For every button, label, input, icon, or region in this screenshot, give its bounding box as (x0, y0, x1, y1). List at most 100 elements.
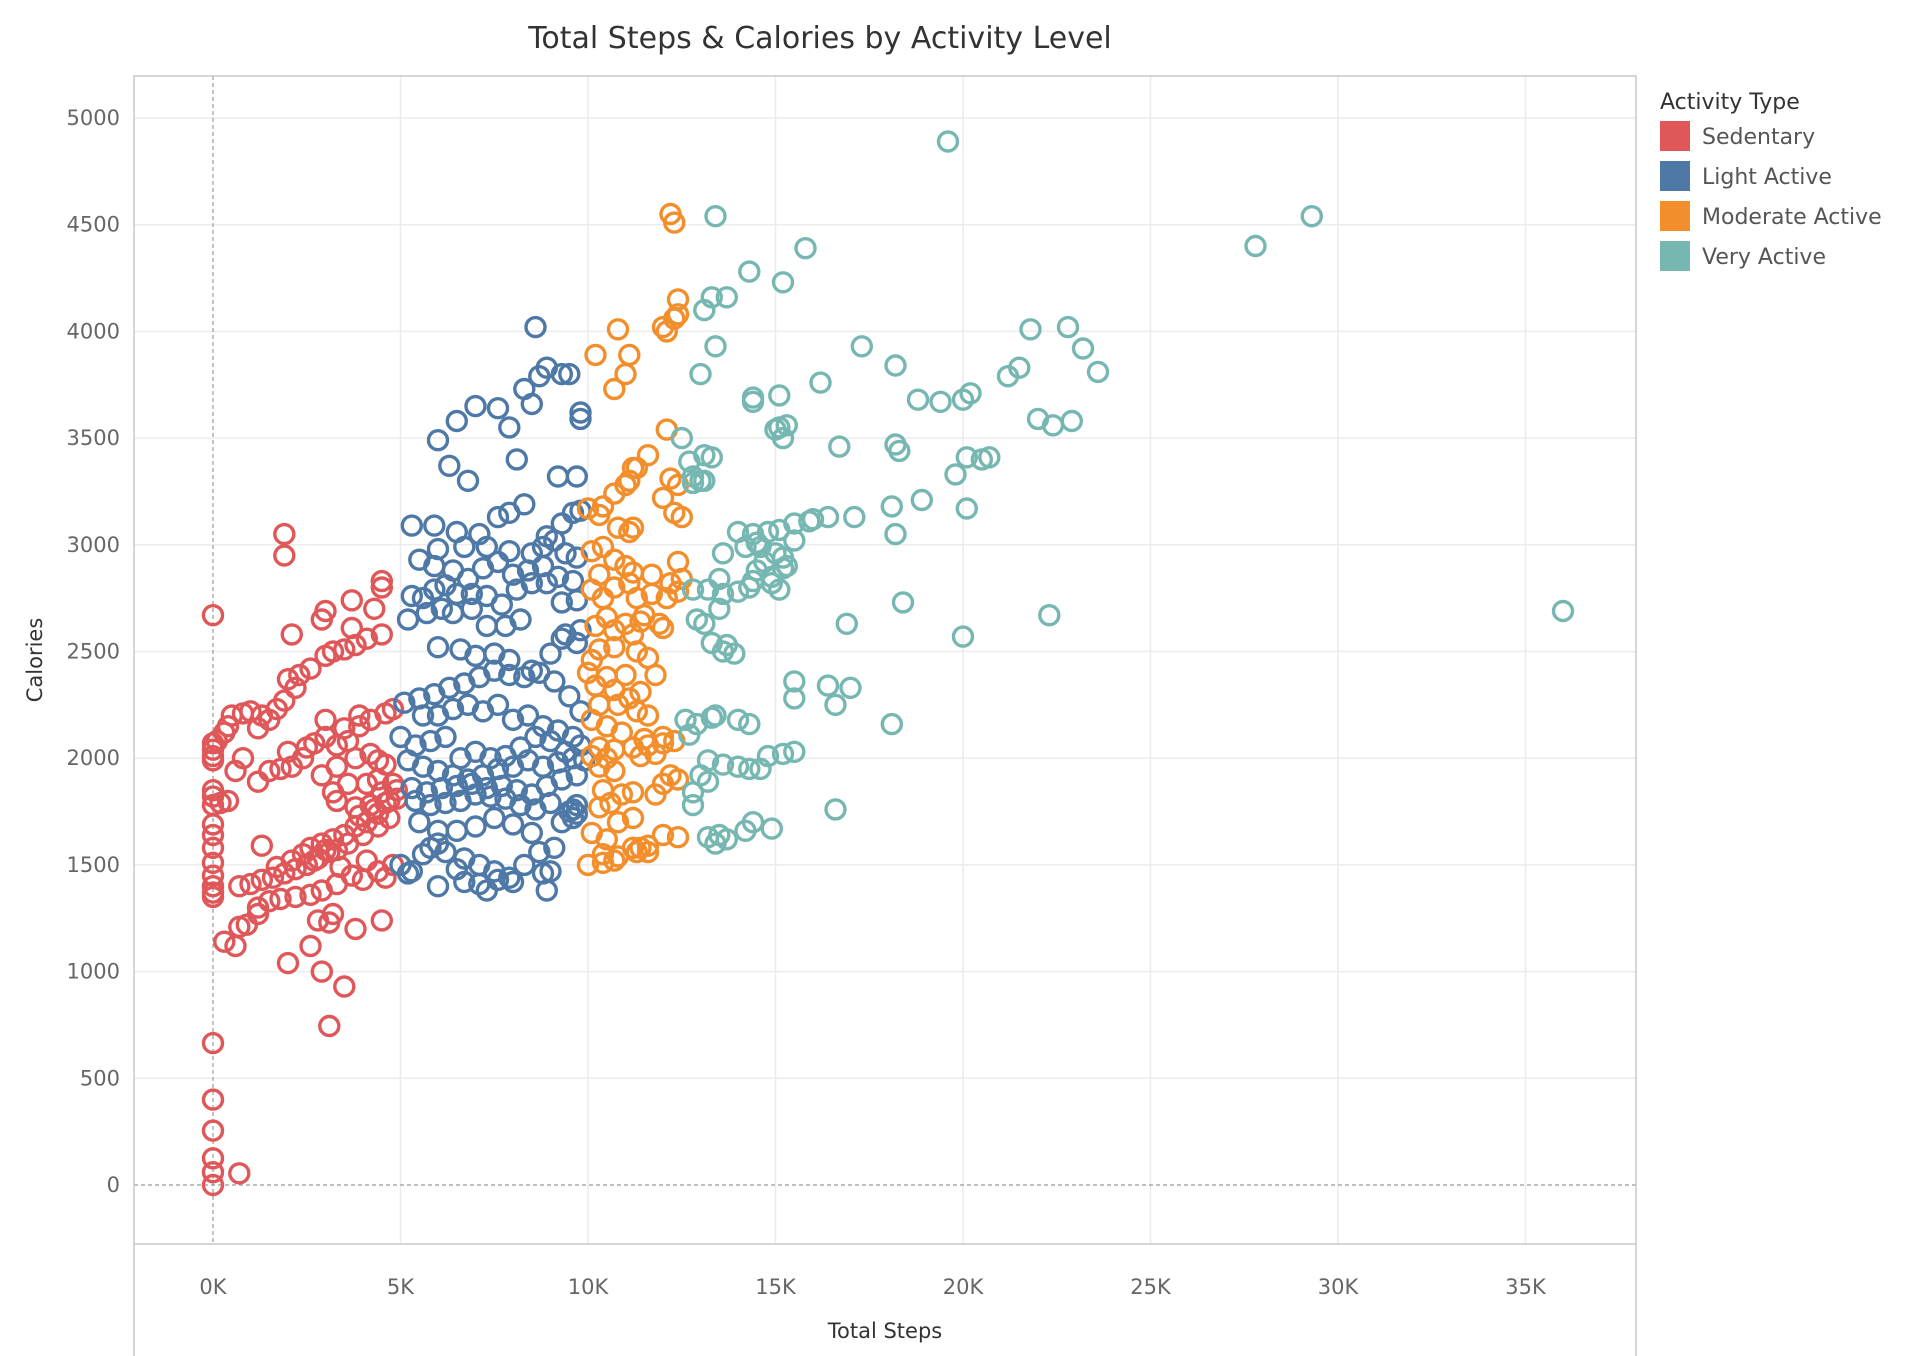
data-point (434, 791, 457, 815)
data-point (400, 776, 423, 800)
data-point (513, 493, 536, 516)
data-point (771, 271, 795, 294)
data-point (614, 362, 637, 386)
data-point (513, 377, 536, 401)
data-point (441, 764, 465, 787)
data-point (738, 260, 761, 283)
data-point (258, 759, 281, 783)
data-point (201, 823, 225, 847)
data-point (370, 909, 393, 932)
data-point (783, 529, 806, 552)
data-point (295, 853, 318, 877)
data-point (655, 320, 678, 343)
data-point (1060, 409, 1084, 433)
data-point (681, 578, 705, 601)
data-point (741, 390, 765, 413)
data-point (546, 465, 570, 488)
data-point (606, 693, 630, 716)
data-point (340, 589, 363, 612)
data-point (445, 774, 468, 798)
series-sedentary (201, 522, 408, 1197)
data-point (700, 446, 723, 469)
data-point (201, 1147, 225, 1170)
data-point (539, 791, 562, 815)
x-axis-title: Total Steps (827, 1319, 942, 1343)
data-point (880, 495, 903, 518)
data-point (389, 853, 412, 877)
data-point (629, 836, 652, 859)
data-point (445, 819, 468, 842)
data-point (306, 847, 330, 870)
data-point (501, 813, 525, 836)
data-point (768, 578, 791, 601)
data-point (561, 806, 585, 830)
data-point (693, 298, 716, 322)
data-point (501, 870, 525, 894)
data-point (543, 670, 566, 693)
data-point (771, 426, 795, 450)
data-point (299, 657, 322, 680)
data-point (1551, 599, 1575, 623)
data-point (310, 764, 333, 787)
data-point (588, 755, 611, 778)
data-point (891, 591, 915, 614)
y-tick-label: 4500 (67, 213, 120, 237)
data-point (344, 747, 367, 770)
data-point (498, 663, 521, 687)
data-point (321, 640, 345, 663)
data-point (520, 572, 543, 595)
series-very-active (670, 130, 1575, 855)
data-point (201, 851, 225, 874)
data-point (483, 806, 506, 830)
data-point (550, 591, 573, 614)
data-point (284, 858, 307, 881)
data-point (336, 832, 360, 855)
data-point (393, 691, 416, 714)
data-point (655, 586, 678, 610)
y-tick-label: 500 (80, 1066, 120, 1090)
data-point (693, 612, 716, 635)
data-point (929, 390, 952, 413)
data-point (543, 836, 566, 859)
data-point (749, 757, 772, 781)
y-tick-label: 3000 (67, 533, 120, 557)
data-point (715, 286, 738, 309)
data-point (201, 1119, 225, 1142)
y-tick-label: 3500 (67, 426, 120, 450)
chart-title: Total Steps & Calories by Activity Level (527, 21, 1112, 56)
data-point (505, 448, 528, 471)
data-point (456, 469, 480, 492)
data-point (715, 828, 738, 851)
data-point (1056, 315, 1080, 339)
data-point (539, 642, 562, 665)
data-point (783, 687, 806, 710)
data-point (625, 640, 648, 663)
data-point (509, 608, 532, 631)
data-point (554, 542, 577, 565)
data-point (1038, 604, 1061, 627)
data-point (273, 862, 296, 885)
data-point (1300, 204, 1324, 228)
data-point (978, 446, 1001, 469)
data-point (318, 1014, 341, 1038)
data-point (888, 439, 911, 463)
data-point (216, 715, 240, 738)
data-point (621, 806, 645, 830)
data-point (618, 469, 641, 492)
data-point (419, 793, 442, 817)
data-point (591, 851, 615, 874)
data-point (621, 781, 645, 804)
legend-swatch (1660, 201, 1690, 231)
data-point (708, 597, 731, 620)
data-point (1019, 318, 1042, 341)
data-point (704, 335, 727, 358)
data-point (314, 599, 337, 623)
data-point (509, 793, 532, 817)
data-point (618, 343, 641, 367)
data-point (606, 516, 630, 539)
y-tick-label: 1500 (67, 853, 120, 877)
data-point (550, 362, 573, 386)
data-point (603, 759, 626, 783)
data-point (670, 426, 693, 450)
data-point (273, 522, 296, 546)
